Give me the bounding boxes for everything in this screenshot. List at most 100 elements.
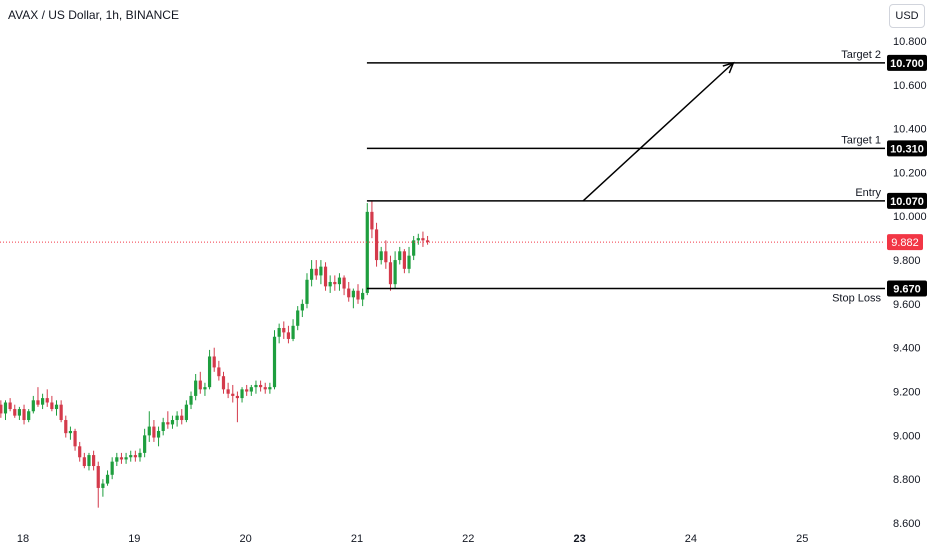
level-entry[interactable]: Entry — [366, 187, 885, 202]
candle-down — [263, 382, 267, 394]
y-tick-label: 10.200 — [893, 167, 927, 179]
candle-body — [13, 409, 17, 416]
level-label: Stop Loss — [832, 293, 881, 305]
price-badge: 10.310 — [887, 140, 927, 157]
candle-body — [254, 384, 258, 388]
candle-body — [147, 426, 151, 436]
y-tick-label: 9.400 — [893, 343, 921, 355]
candle-up — [138, 448, 142, 462]
candle-down — [402, 249, 406, 274]
candle-down — [50, 395, 54, 412]
candle-body — [133, 455, 137, 458]
candle-down — [347, 281, 351, 302]
candle-down — [36, 387, 40, 407]
candle-up — [194, 374, 198, 401]
candle-body — [78, 446, 82, 458]
candle-down — [425, 235, 430, 245]
candle-body — [277, 327, 281, 337]
candle-body — [170, 420, 175, 425]
candle-up — [268, 382, 272, 394]
price-badge: 9.670 — [887, 280, 927, 297]
candle-down — [235, 391, 240, 423]
candle-body — [3, 402, 8, 414]
candle-up — [68, 426, 73, 440]
level-target-2[interactable]: Target 2 — [366, 49, 885, 64]
candle-body — [393, 260, 397, 285]
candle-up — [129, 450, 133, 462]
candle-body — [180, 415, 184, 421]
candle-body — [310, 268, 314, 280]
candle-body — [231, 393, 235, 396]
candle-down — [333, 275, 337, 291]
y-tick-label: 8.600 — [893, 518, 921, 530]
candle-up — [87, 452, 91, 471]
candle-up — [161, 417, 165, 436]
x-tick-label: 20 — [240, 533, 252, 545]
candle-body — [110, 461, 114, 475]
arrow-head — [722, 61, 735, 74]
candle-body — [31, 400, 35, 412]
symbol-title: AVAX / US Dollar, 1h, BINANCE — [8, 8, 179, 22]
y-tick-label: 9.200 — [893, 387, 921, 399]
price-axis: 8.600 8.800 9.000 9.200 9.400 9.600 9.800 10.00… — [893, 36, 927, 530]
candle-body — [17, 409, 22, 416]
candle-body — [184, 404, 188, 421]
arrow-layer — [582, 61, 735, 202]
candle-body — [347, 288, 351, 298]
candle-down — [133, 450, 137, 462]
candle-down — [82, 452, 86, 469]
candle-down — [323, 262, 328, 291]
candle-down — [356, 284, 360, 304]
candle-body — [388, 262, 393, 285]
currency-button[interactable]: USD — [889, 4, 925, 28]
candle-body — [342, 277, 346, 289]
candle-up — [54, 400, 59, 416]
candle-body — [416, 238, 420, 241]
candle-up — [143, 428, 147, 458]
candle-body — [272, 336, 277, 388]
candle-down — [370, 200, 374, 239]
candle-body — [22, 409, 26, 421]
candle-up — [105, 470, 110, 486]
candle-up — [110, 457, 114, 480]
candle-body — [333, 281, 337, 285]
candle-body — [291, 325, 295, 339]
level-stop-loss[interactable]: Stop Loss — [366, 287, 885, 305]
candle-body — [101, 483, 105, 488]
candle-body — [138, 452, 142, 458]
candle-body — [286, 332, 291, 339]
candle-body — [124, 457, 128, 460]
price-badge-label: 10.070 — [890, 196, 924, 208]
y-tick-label: 10.000 — [893, 211, 927, 223]
candle-up — [337, 273, 342, 291]
candle-up — [17, 406, 22, 421]
price-badge-label: 9.670 — [893, 284, 921, 296]
candle-up — [156, 426, 161, 447]
candle-down — [282, 321, 286, 339]
candle-body — [198, 380, 202, 390]
candle-body — [143, 435, 147, 453]
last-price-badge-bg — [887, 234, 923, 251]
candle-body — [105, 474, 110, 484]
candle-body — [40, 398, 45, 405]
candle-down — [96, 461, 100, 508]
y-tick-label: 8.800 — [893, 474, 921, 486]
candle-down — [374, 222, 379, 267]
x-tick-label: 24 — [685, 533, 697, 545]
candle-body — [207, 356, 212, 388]
candle-down — [217, 360, 221, 381]
candle-body — [361, 292, 365, 300]
candle-down — [221, 371, 226, 394]
candle-body — [268, 387, 272, 390]
candle-up — [184, 400, 188, 423]
candle-up — [170, 415, 175, 429]
candle-up — [351, 288, 355, 309]
candle-body — [8, 402, 12, 410]
candle-down — [13, 404, 17, 418]
candle-body — [412, 240, 416, 256]
level-target-1[interactable]: Target 1 — [366, 134, 885, 150]
x-tick-label: 19 — [128, 533, 140, 545]
x-tick-label: 18 — [17, 533, 29, 545]
